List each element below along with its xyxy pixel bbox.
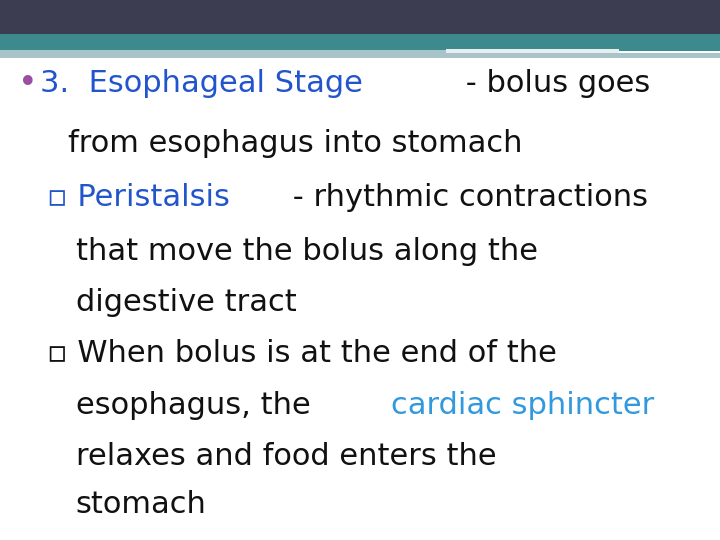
Text: stomach: stomach (76, 490, 207, 519)
Text: that move the bolus along the: that move the bolus along the (76, 237, 538, 266)
Text: relaxes and food enters the: relaxes and food enters the (76, 442, 496, 471)
Text: •: • (18, 67, 37, 100)
Text: digestive tract: digestive tract (76, 288, 297, 317)
Text: 3.  Esophageal Stage: 3. Esophageal Stage (40, 69, 362, 98)
Text: ▫ When bolus is at the end of the: ▫ When bolus is at the end of the (47, 339, 557, 368)
Text: esophagus, the: esophagus, the (76, 390, 320, 420)
Text: ▫ Peristalsis: ▫ Peristalsis (47, 183, 230, 212)
Text: from esophagus into stomach: from esophagus into stomach (68, 129, 523, 158)
Text: cardiac sphincter: cardiac sphincter (391, 390, 654, 420)
Text: - bolus goes: - bolus goes (456, 69, 650, 98)
Text: - rhythmic contractions: - rhythmic contractions (283, 183, 648, 212)
